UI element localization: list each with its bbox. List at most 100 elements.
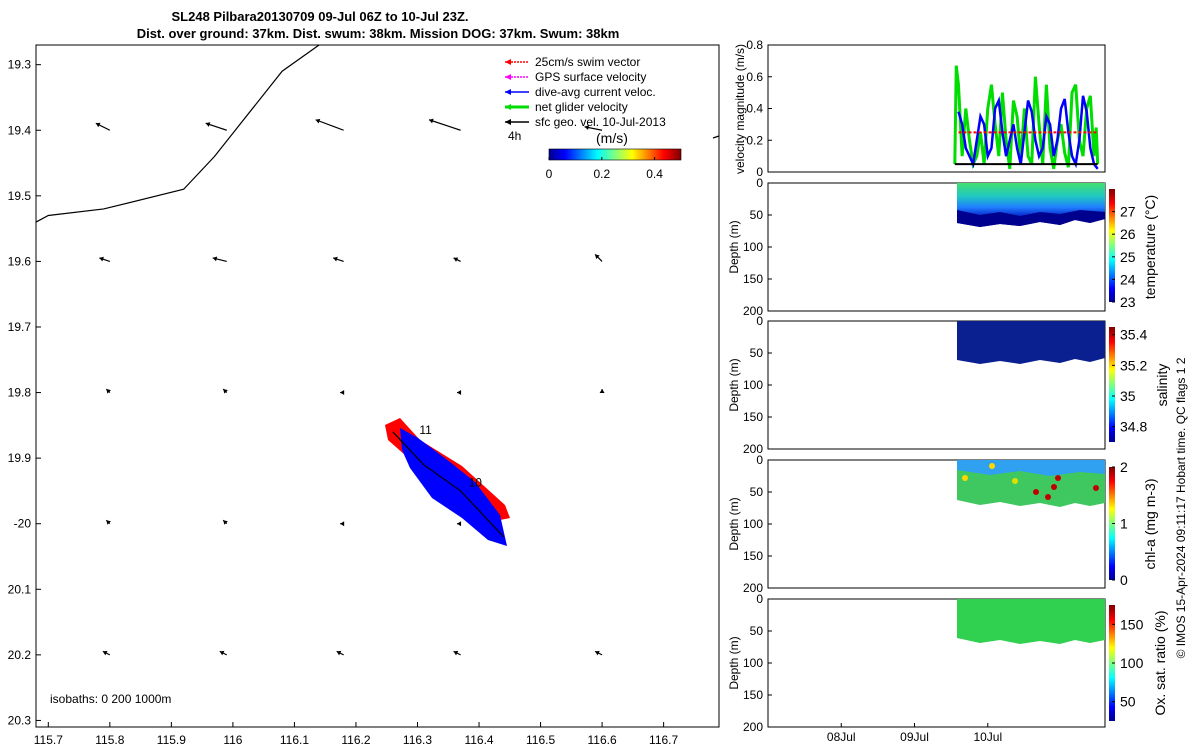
velocity-y-axis: 0 0.2 0.4 0.6 0.8 (746, 38, 772, 179)
chla-point (989, 463, 995, 469)
imos-credit: © IMOS 15-Apr-2024 09:11:17 Hobart time.… (1174, 357, 1188, 658)
current-arrow (315, 119, 344, 131)
current-arrow-head (453, 257, 459, 262)
salinity-colorbar-tick-label: 35.2 (1120, 357, 1147, 373)
oxygen-panel: 0 50 100 150 200 08Jul 09Jul 10Jul Depth (m) 1… (727, 592, 1168, 744)
current-arrow-head (333, 256, 338, 262)
isobath-line (35, 44, 320, 223)
chla-colorbar-ticks: 2 1 0 (1112, 459, 1128, 588)
velocity-y-tick-label: 0 (756, 165, 763, 179)
temperature-colorbar-ticks: 27 26 25 24 23 (1112, 204, 1136, 310)
current-arrow-head (219, 650, 225, 656)
chla-point (1033, 489, 1039, 495)
chla-point (1093, 485, 1099, 491)
velocity-panel: 0 0.2 0.4 0.6 0.8 velocity magnitude (m/s) (733, 38, 1106, 179)
current-arrow-head (205, 122, 211, 127)
salinity-y-axis: 0 50 100 150 200 (743, 314, 772, 456)
track-day-labels: 11 10 (419, 423, 482, 489)
oxygen-y-tick-label: 100 (743, 656, 763, 670)
current-arrow-head (453, 650, 459, 656)
map-panel: 115.7 115.8 115.9 116 116.1 116.2 116.3 116.4 11… (8, 44, 720, 747)
chla-colorbar-tick-label: 1 (1120, 516, 1128, 532)
current-arrow-head (223, 389, 228, 394)
legend-arrow-head (505, 59, 511, 65)
temperature-y-tick-label: 0 (756, 176, 763, 190)
salinity-panel: 0 50 100 150 200 Depth (m) 35.4 35.2 35 34.8 sa… (727, 314, 1170, 456)
speed-colorbar-tick-label: 0.4 (646, 167, 663, 181)
salinity-section (957, 321, 1105, 364)
salinity-colorbar-label: salinity (1154, 364, 1170, 407)
current-arrow-head (595, 254, 600, 260)
oxygen-y-label: Depth (m) (727, 636, 741, 689)
map-y-tick-label: 19.9 (8, 451, 32, 465)
legend-arrow-head (505, 119, 511, 125)
current-arrow-head (457, 521, 462, 527)
temperature-colorbar-tick-label: 27 (1120, 204, 1136, 220)
time-x-tick-label: 10Jul (973, 730, 1002, 744)
chla-y-tick-label: 0 (756, 453, 763, 467)
temperature-panel: 0 50 100 150 200 Depth (m) 27 26 25 24 23 temper… (727, 176, 1158, 318)
oxygen-section (957, 599, 1105, 644)
surface-current-arrows (95, 118, 720, 656)
title-line-2: Dist. over ground: 37km. Dist. swum: 38k… (137, 26, 620, 41)
isobath-label: isobaths: 0 200 1000m (50, 692, 171, 706)
current-arrow (712, 135, 720, 139)
oxygen-colorbar-tick-label: 50 (1120, 694, 1136, 710)
oxygen-y-tick-label: 150 (743, 688, 763, 702)
chla-point (1051, 484, 1057, 490)
current-arrow-head (340, 521, 345, 527)
salinity-y-label: Depth (m) (727, 358, 741, 411)
time-x-axis: 08Jul 09Jul 10Jul (827, 723, 1002, 744)
chla-y-tick-label: 150 (743, 549, 763, 563)
salinity-colorbar-ticks: 35.4 35.2 35 34.8 (1112, 327, 1147, 435)
oxygen-y-tick-label: 0 (756, 592, 763, 606)
temperature-colorbar-tick-label: 26 (1120, 226, 1136, 242)
chla-point (962, 475, 968, 481)
temperature-colorbar-tick-label: 23 (1120, 294, 1136, 310)
current-arrow-head (102, 650, 108, 656)
oxygen-colorbar-label: Ox. sat. ratio (%) (1152, 610, 1168, 715)
legend-label: 25cm/s swim vector (535, 55, 640, 69)
temperature-y-label: Depth (m) (727, 220, 741, 273)
map-y-axis: 19.3 19.4 19.5 19.6 19.7 19.8 19.9 -20 20.1 20.2 2… (8, 58, 41, 727)
temperature-y-tick-label: 150 (743, 272, 763, 286)
current-arrow-head (212, 256, 218, 262)
map-y-tick-label: 19.7 (8, 320, 32, 334)
chla-colorbar-label: chl-a (mg m-3) (1142, 478, 1158, 569)
chla-point (1012, 478, 1018, 484)
map-x-tick-label: 116.1 (280, 733, 309, 747)
map-y-tick-label: 20.2 (8, 648, 32, 662)
temperature-colorbar-tick-label: 25 (1120, 249, 1136, 265)
map-y-tick-label: 19.5 (8, 189, 32, 203)
legend-arrow-head (505, 104, 511, 110)
temperature-y-tick-label: 100 (743, 240, 763, 254)
map-x-tick-label: 116.3 (403, 733, 432, 747)
salinity-colorbar-tick-label: 35 (1120, 388, 1136, 404)
temperature-deep-layer (957, 210, 1105, 227)
velocity-y-tick-label: 0.4 (746, 102, 763, 116)
track-day-label: 11 (419, 423, 432, 437)
legend-arrow-head (505, 89, 511, 95)
oxygen-y-axis: 0 50 100 150 200 (743, 592, 772, 734)
velocity-y-tick-label: 0.2 (746, 133, 763, 147)
track-day-label: 10 (469, 475, 483, 489)
velocity-series-line (957, 95, 1099, 170)
map-x-tick-label: 116 (223, 733, 242, 747)
velocity-series (953, 65, 1100, 170)
dive-avg-current-cloud (400, 428, 507, 546)
map-x-axis: 115.7 115.8 115.9 116 116.1 116.2 116.3 116.4 11… (34, 722, 679, 747)
current-arrow-head (595, 650, 600, 656)
salinity-colorbar (1109, 327, 1115, 442)
salinity-colorbar-tick-label: 35.4 (1120, 327, 1147, 343)
velocity-y-label: velocity magnitude (m/s) (733, 44, 747, 174)
temperature-colorbar (1109, 189, 1115, 302)
time-x-tick-label: 08Jul (827, 730, 856, 744)
map-x-tick-label: 116.7 (649, 733, 678, 747)
current-arrow-head (99, 256, 104, 262)
temperature-y-tick-label: 50 (750, 208, 764, 222)
map-x-tick-label: 116.2 (341, 733, 370, 747)
temperature-y-axis: 0 50 100 150 200 (743, 176, 772, 318)
chla-colorbar-tick-label: 0 (1120, 572, 1128, 588)
legend-label: GPS surface velocity (535, 70, 646, 84)
